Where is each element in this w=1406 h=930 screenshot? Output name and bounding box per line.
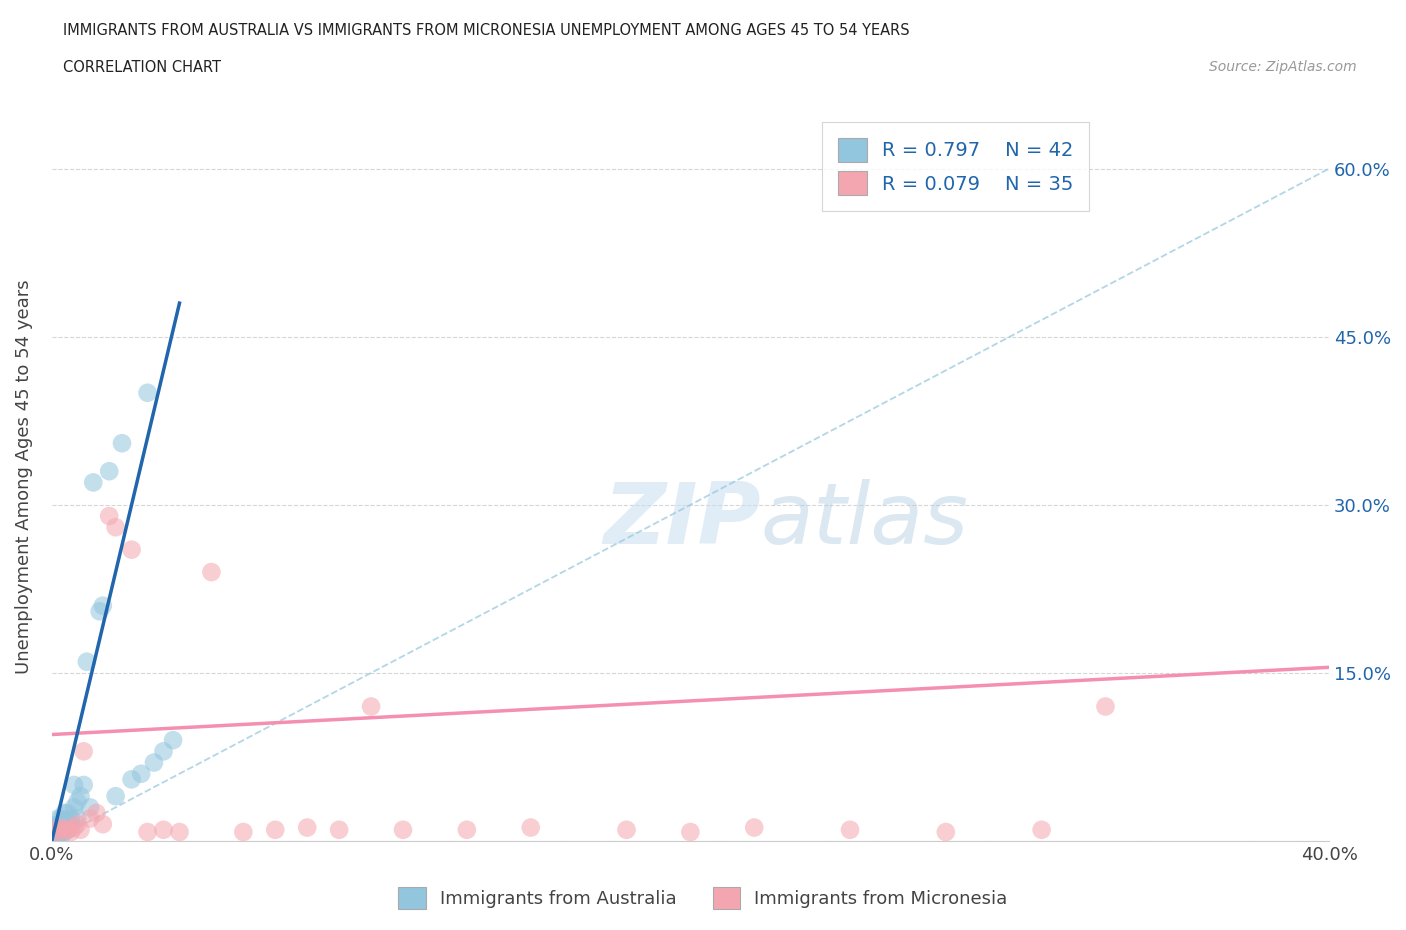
Point [44,822,66,837]
Text: CORRELATION CHART: CORRELATION CHART [63,60,221,75]
Point [136,825,159,840]
Text: IMMIGRANTS FROM AUSTRALIA VS IMMIGRANTS FROM MICRONESIA UNEMPLOYMENT AMONG AGES : IMMIGRANTS FROM AUSTRALIA VS IMMIGRANTS … [63,23,910,38]
Point [121,542,143,557]
Point [79,800,101,815]
Text: atlas: atlas [761,479,969,562]
Point [519,820,541,835]
Point [51,811,73,826]
Point [59,817,82,831]
Point [136,385,159,400]
Point [616,822,638,837]
Point [44,828,66,843]
Point [152,744,174,759]
Point [69,822,91,837]
Point [264,822,287,837]
Point [86,805,108,820]
Point [1031,822,1053,837]
Point [89,604,111,618]
Point [51,825,73,840]
Point [53,822,76,837]
Point [679,825,702,840]
Point [56,817,79,831]
Point [162,733,184,748]
Legend: R = 0.797    N = 42, R = 0.079    N = 35: R = 0.797 N = 42, R = 0.079 N = 35 [823,123,1090,211]
Point [328,822,350,837]
Point [63,800,86,815]
Point [44,825,66,840]
Point [56,805,79,820]
Point [129,766,152,781]
Text: ZIP: ZIP [603,479,761,562]
Point [46,828,69,843]
Point [98,464,121,479]
Point [66,794,89,809]
Point [51,820,73,835]
Point [392,822,415,837]
Point [53,817,76,831]
Point [839,822,862,837]
Point [935,825,957,840]
Point [56,822,79,837]
Point [456,822,478,837]
Text: Source: ZipAtlas.com: Source: ZipAtlas.com [1209,60,1357,74]
Point [46,811,69,826]
Point [73,744,96,759]
Point [63,820,86,835]
Point [360,699,382,714]
Point [104,520,127,535]
Point [51,817,73,831]
Point [111,436,134,451]
Point [59,811,82,826]
Point [44,820,66,835]
Point [51,828,73,843]
Y-axis label: Unemployment Among Ages 45 to 54 years: Unemployment Among Ages 45 to 54 years [15,280,32,674]
Point [46,825,69,840]
Point [69,789,91,804]
Point [169,825,191,840]
Point [232,825,254,840]
Point [200,565,222,579]
Point [79,811,101,826]
Point [142,755,165,770]
Point [76,655,98,670]
Point [1094,699,1116,714]
Point [66,811,89,826]
Point [46,817,69,831]
Point [46,822,69,837]
Point [98,509,121,524]
Point [66,817,89,831]
Point [91,598,114,613]
Point [121,772,143,787]
Point [53,805,76,820]
Point [44,822,66,837]
Point [56,822,79,837]
Point [91,817,114,831]
Point [104,789,127,804]
Point [59,825,82,840]
Point [152,822,174,837]
Point [82,475,104,490]
Legend: Immigrants from Australia, Immigrants from Micronesia: Immigrants from Australia, Immigrants fr… [391,880,1015,916]
Point [46,825,69,840]
Point [73,777,96,792]
Point [53,825,76,840]
Point [63,777,86,792]
Point [742,820,765,835]
Point [51,822,73,837]
Point [295,820,318,835]
